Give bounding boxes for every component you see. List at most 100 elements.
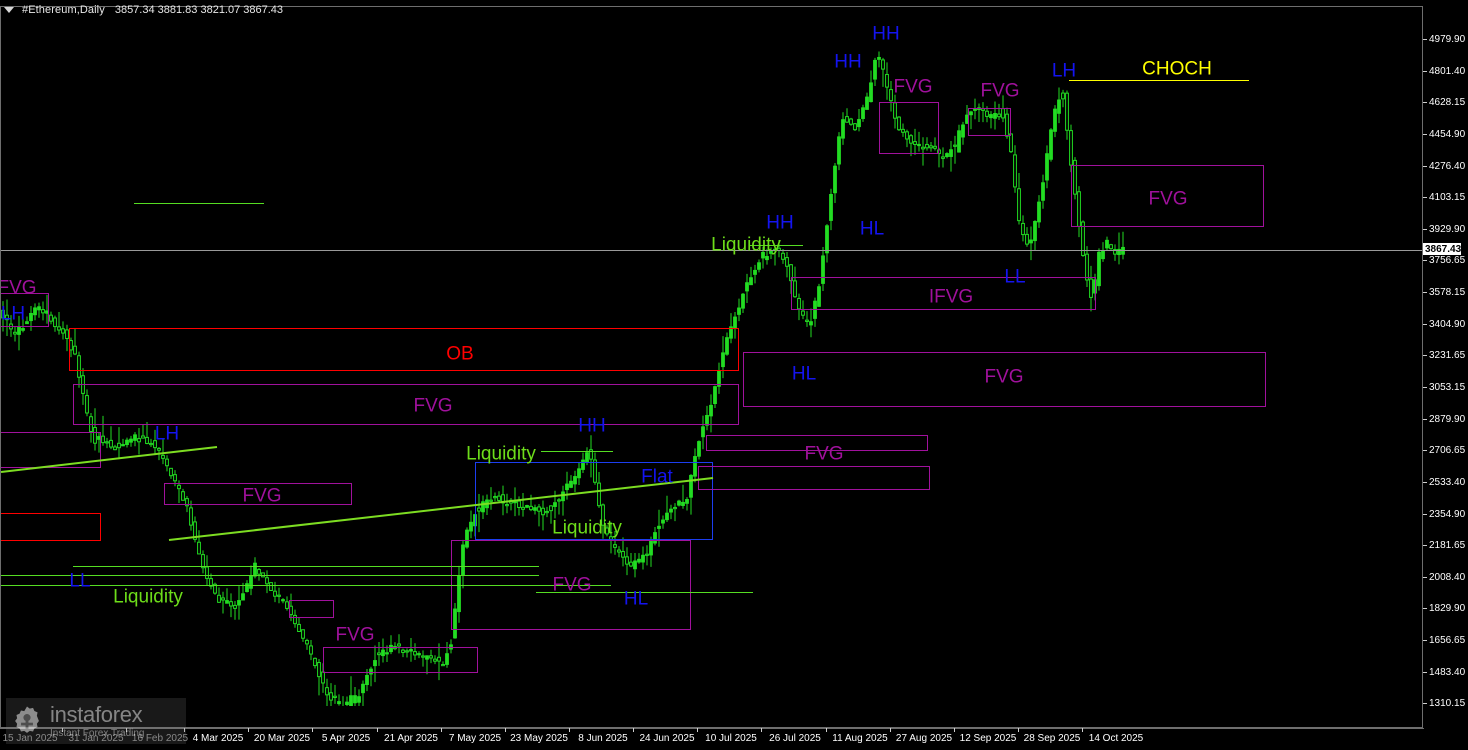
annotation-higher-high[interactable]: HH	[834, 51, 862, 73]
price-tick: 2533.40	[1423, 476, 1465, 488]
price-tick: 3578.15	[1423, 286, 1465, 298]
annotation-higher-high[interactable]: HH	[578, 415, 606, 437]
annotation-liquidity-pool[interactable]: Liquidity	[113, 586, 183, 608]
level-liquidity-left-5[interactable]	[134, 203, 264, 204]
price-tick: 4276.40	[1423, 160, 1465, 172]
symbol-bar: #Ethereum,Daily 3857.34 3881.83 3821.07 …	[4, 3, 283, 17]
zone-ob-main[interactable]	[69, 328, 739, 371]
annotation-inverse-fair-value-gap[interactable]: IFVG	[928, 286, 974, 308]
price-tick: 1483.40	[1423, 666, 1465, 678]
time-separator	[248, 728, 249, 732]
time-separator	[1018, 728, 1019, 732]
time-tick: 24 Jun 2025	[639, 733, 695, 744]
price-tick: 2879.90	[1423, 413, 1465, 425]
level-liquidity-left-4[interactable]	[536, 592, 753, 593]
annotation-fair-value-gap[interactable]: FVG	[1, 277, 37, 299]
zone-fvg-left-upper[interactable]	[1, 432, 101, 468]
time-separator	[126, 728, 127, 732]
price-tick: 1829.90	[1423, 602, 1465, 614]
time-separator	[184, 728, 185, 732]
annotation-liquidity-pool[interactable]: Liquidity	[466, 443, 536, 465]
annotation-higher-low[interactable]: HL	[791, 363, 817, 385]
time-separator	[569, 728, 570, 732]
zone-fvg-peak-2[interactable]	[968, 108, 1011, 136]
level-liquidity-left-2[interactable]	[1, 575, 539, 576]
annotation-fair-value-gap[interactable]: FVG	[335, 624, 375, 646]
watermark-tagline: Instant Forex Trading	[50, 727, 145, 739]
zone-fvg-bottom-left[interactable]	[323, 647, 478, 673]
time-separator	[954, 728, 955, 732]
level-liquidity-top[interactable]	[749, 245, 803, 246]
annotation-structure-break[interactable]: CHOCH	[1142, 58, 1212, 80]
price-tick: 1310.15	[1423, 697, 1465, 709]
zone-ifvg-box[interactable]	[791, 277, 1096, 310]
price-tick: 4103.15	[1423, 191, 1465, 203]
zone-ob-left-lower[interactable]	[1, 513, 101, 541]
annotation-higher-low[interactable]: HL	[859, 218, 885, 240]
time-tick: 20 Mar 2025	[253, 733, 311, 744]
annotation-fair-value-gap[interactable]: FVG	[242, 485, 282, 507]
zone-fvg-right-thin-2[interactable]	[698, 466, 930, 490]
price-tick: 1656.65	[1423, 634, 1465, 646]
annotation-fair-value-gap[interactable]: FVG	[893, 76, 933, 98]
plot-area[interactable]: CHOCH LH HH HH FVG FVG FVG HH HL Liquidity LL IFVG F…	[1, 7, 1423, 706]
price-tick: 4801.40	[1423, 65, 1465, 77]
annotation-lower-low[interactable]: LL	[69, 570, 91, 592]
time-scale[interactable]: 15 Jan 2025 31 Jan 2025 16 Feb 2025 4 Mar 2…	[0, 728, 1424, 750]
time-separator	[505, 728, 506, 732]
annotation-lower-low[interactable]: LL	[1004, 266, 1026, 288]
annotation-liquidity-pool[interactable]: Liquidity	[711, 234, 781, 256]
annotation-order-block[interactable]: OB	[446, 343, 474, 365]
annotation-higher-low[interactable]: HL	[623, 588, 649, 610]
price-scale[interactable]: 4979.90 4801.40 4628.15 4454.90 4276.40 4103.…	[1422, 6, 1468, 728]
annotation-fair-value-gap[interactable]: FVG	[552, 574, 592, 596]
instaforex-watermark: instaforex Instant Forex Trading	[6, 698, 186, 744]
level-liquidity-flat-top[interactable]	[541, 451, 613, 452]
chart-frame	[0, 6, 1424, 728]
time-tick: 23 May 2025	[510, 733, 568, 744]
annotation-lower-high[interactable]: LH	[154, 423, 180, 445]
zone-fvg-small-mid-low[interactable]	[289, 600, 334, 618]
zone-fvg-right-thin-1[interactable]	[706, 435, 928, 451]
time-tick: 5 Apr 2025	[321, 733, 371, 744]
annotation-lower-high[interactable]: LH	[1, 303, 26, 325]
caret-down-icon[interactable]	[4, 7, 14, 13]
time-tick: 28 Sep 2025	[1023, 733, 1081, 744]
time-separator	[890, 728, 891, 732]
price-tick: 2181.65	[1423, 539, 1465, 551]
time-tick: 4 Mar 2025	[192, 733, 244, 744]
current-price-tag: 3867.43	[1423, 243, 1462, 255]
time-tick: 21 Apr 2025	[384, 733, 438, 744]
level-liquidity-left-1[interactable]	[73, 566, 539, 567]
zone-fvg-right-big[interactable]	[743, 352, 1266, 407]
annotation-higher-high[interactable]: HH	[766, 212, 794, 234]
annotation-higher-high[interactable]: HH	[872, 23, 900, 45]
zone-fvg-peak-1[interactable]	[879, 102, 939, 154]
level-choch-line[interactable]	[1069, 80, 1249, 81]
time-tick: 7 May 2025	[448, 733, 502, 744]
price-tick: 2008.40	[1423, 571, 1465, 583]
price-tick: 3929.90	[1423, 223, 1465, 235]
annotation-lower-high[interactable]: LH	[1051, 60, 1077, 82]
zone-fvg-wide-mid[interactable]	[73, 384, 739, 425]
zone-fvg-top-left[interactable]	[1, 293, 49, 327]
annotation-fair-value-gap[interactable]: FVG	[804, 443, 844, 465]
price-tick: 3053.15	[1423, 381, 1465, 393]
time-separator	[377, 728, 378, 732]
annotation-flat-range[interactable]: Flat	[641, 466, 673, 488]
price-tick: 3756.65	[1423, 254, 1465, 266]
time-separator	[441, 728, 442, 732]
annotation-fair-value-gap[interactable]: FVG	[1148, 188, 1188, 210]
time-separator	[826, 728, 827, 732]
annotation-fair-value-gap[interactable]: FVG	[980, 80, 1020, 102]
annotation-liquidity-trendline[interactable]: Liquidity	[552, 517, 622, 539]
time-tick: 16 Feb 2025	[131, 733, 189, 744]
zone-fvg-top-right[interactable]	[1071, 165, 1264, 227]
annotation-fair-value-gap[interactable]: FVG	[413, 395, 453, 417]
level-liquidity-left-3[interactable]	[1, 585, 611, 586]
time-tick: 8 Jun 2025	[578, 733, 628, 744]
annotation-fair-value-gap[interactable]: FVG	[984, 366, 1024, 388]
time-separator	[312, 728, 313, 732]
time-tick: 31 Jan 2025	[68, 733, 124, 744]
